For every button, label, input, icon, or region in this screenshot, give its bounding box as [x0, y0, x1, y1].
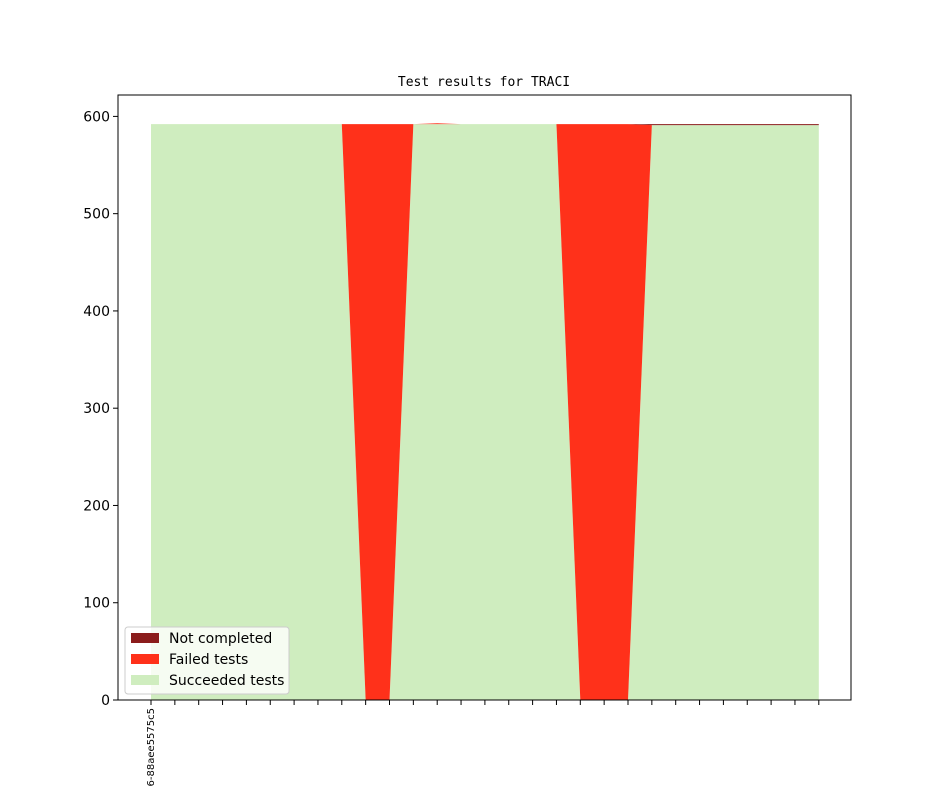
y-tick-label: 300	[83, 401, 110, 417]
area-succeeded-tests	[151, 124, 819, 701]
y-tick-label: 600	[83, 109, 110, 125]
legend: Not completed Failed tests Succeeded tests	[124, 626, 290, 695]
legend-label: Failed tests	[169, 652, 248, 668]
y-axis: 0 100 200 300 400 500 600	[83, 109, 118, 709]
stacked-areas	[151, 123, 819, 701]
y-tick-label: 0	[101, 693, 110, 709]
y-tick-label: 400	[83, 304, 110, 320]
legend-label: Succeeded tests	[169, 673, 284, 689]
legend-swatch	[131, 654, 159, 664]
legend-swatch	[131, 675, 159, 685]
legend-box	[124, 626, 290, 695]
area-not-completed	[151, 123, 819, 126]
y-tick-label: 100	[83, 596, 110, 612]
y-tick-label: 200	[83, 498, 110, 514]
x-tick-label: 6-88aee5575c5	[146, 708, 157, 786]
chart-title: Test results for TRACI	[398, 75, 570, 90]
y-tick-label: 500	[83, 207, 110, 223]
legend-swatch	[131, 633, 159, 643]
x-axis: 6-88aee5575c5	[146, 700, 820, 786]
legend-label: Not completed	[169, 631, 272, 647]
